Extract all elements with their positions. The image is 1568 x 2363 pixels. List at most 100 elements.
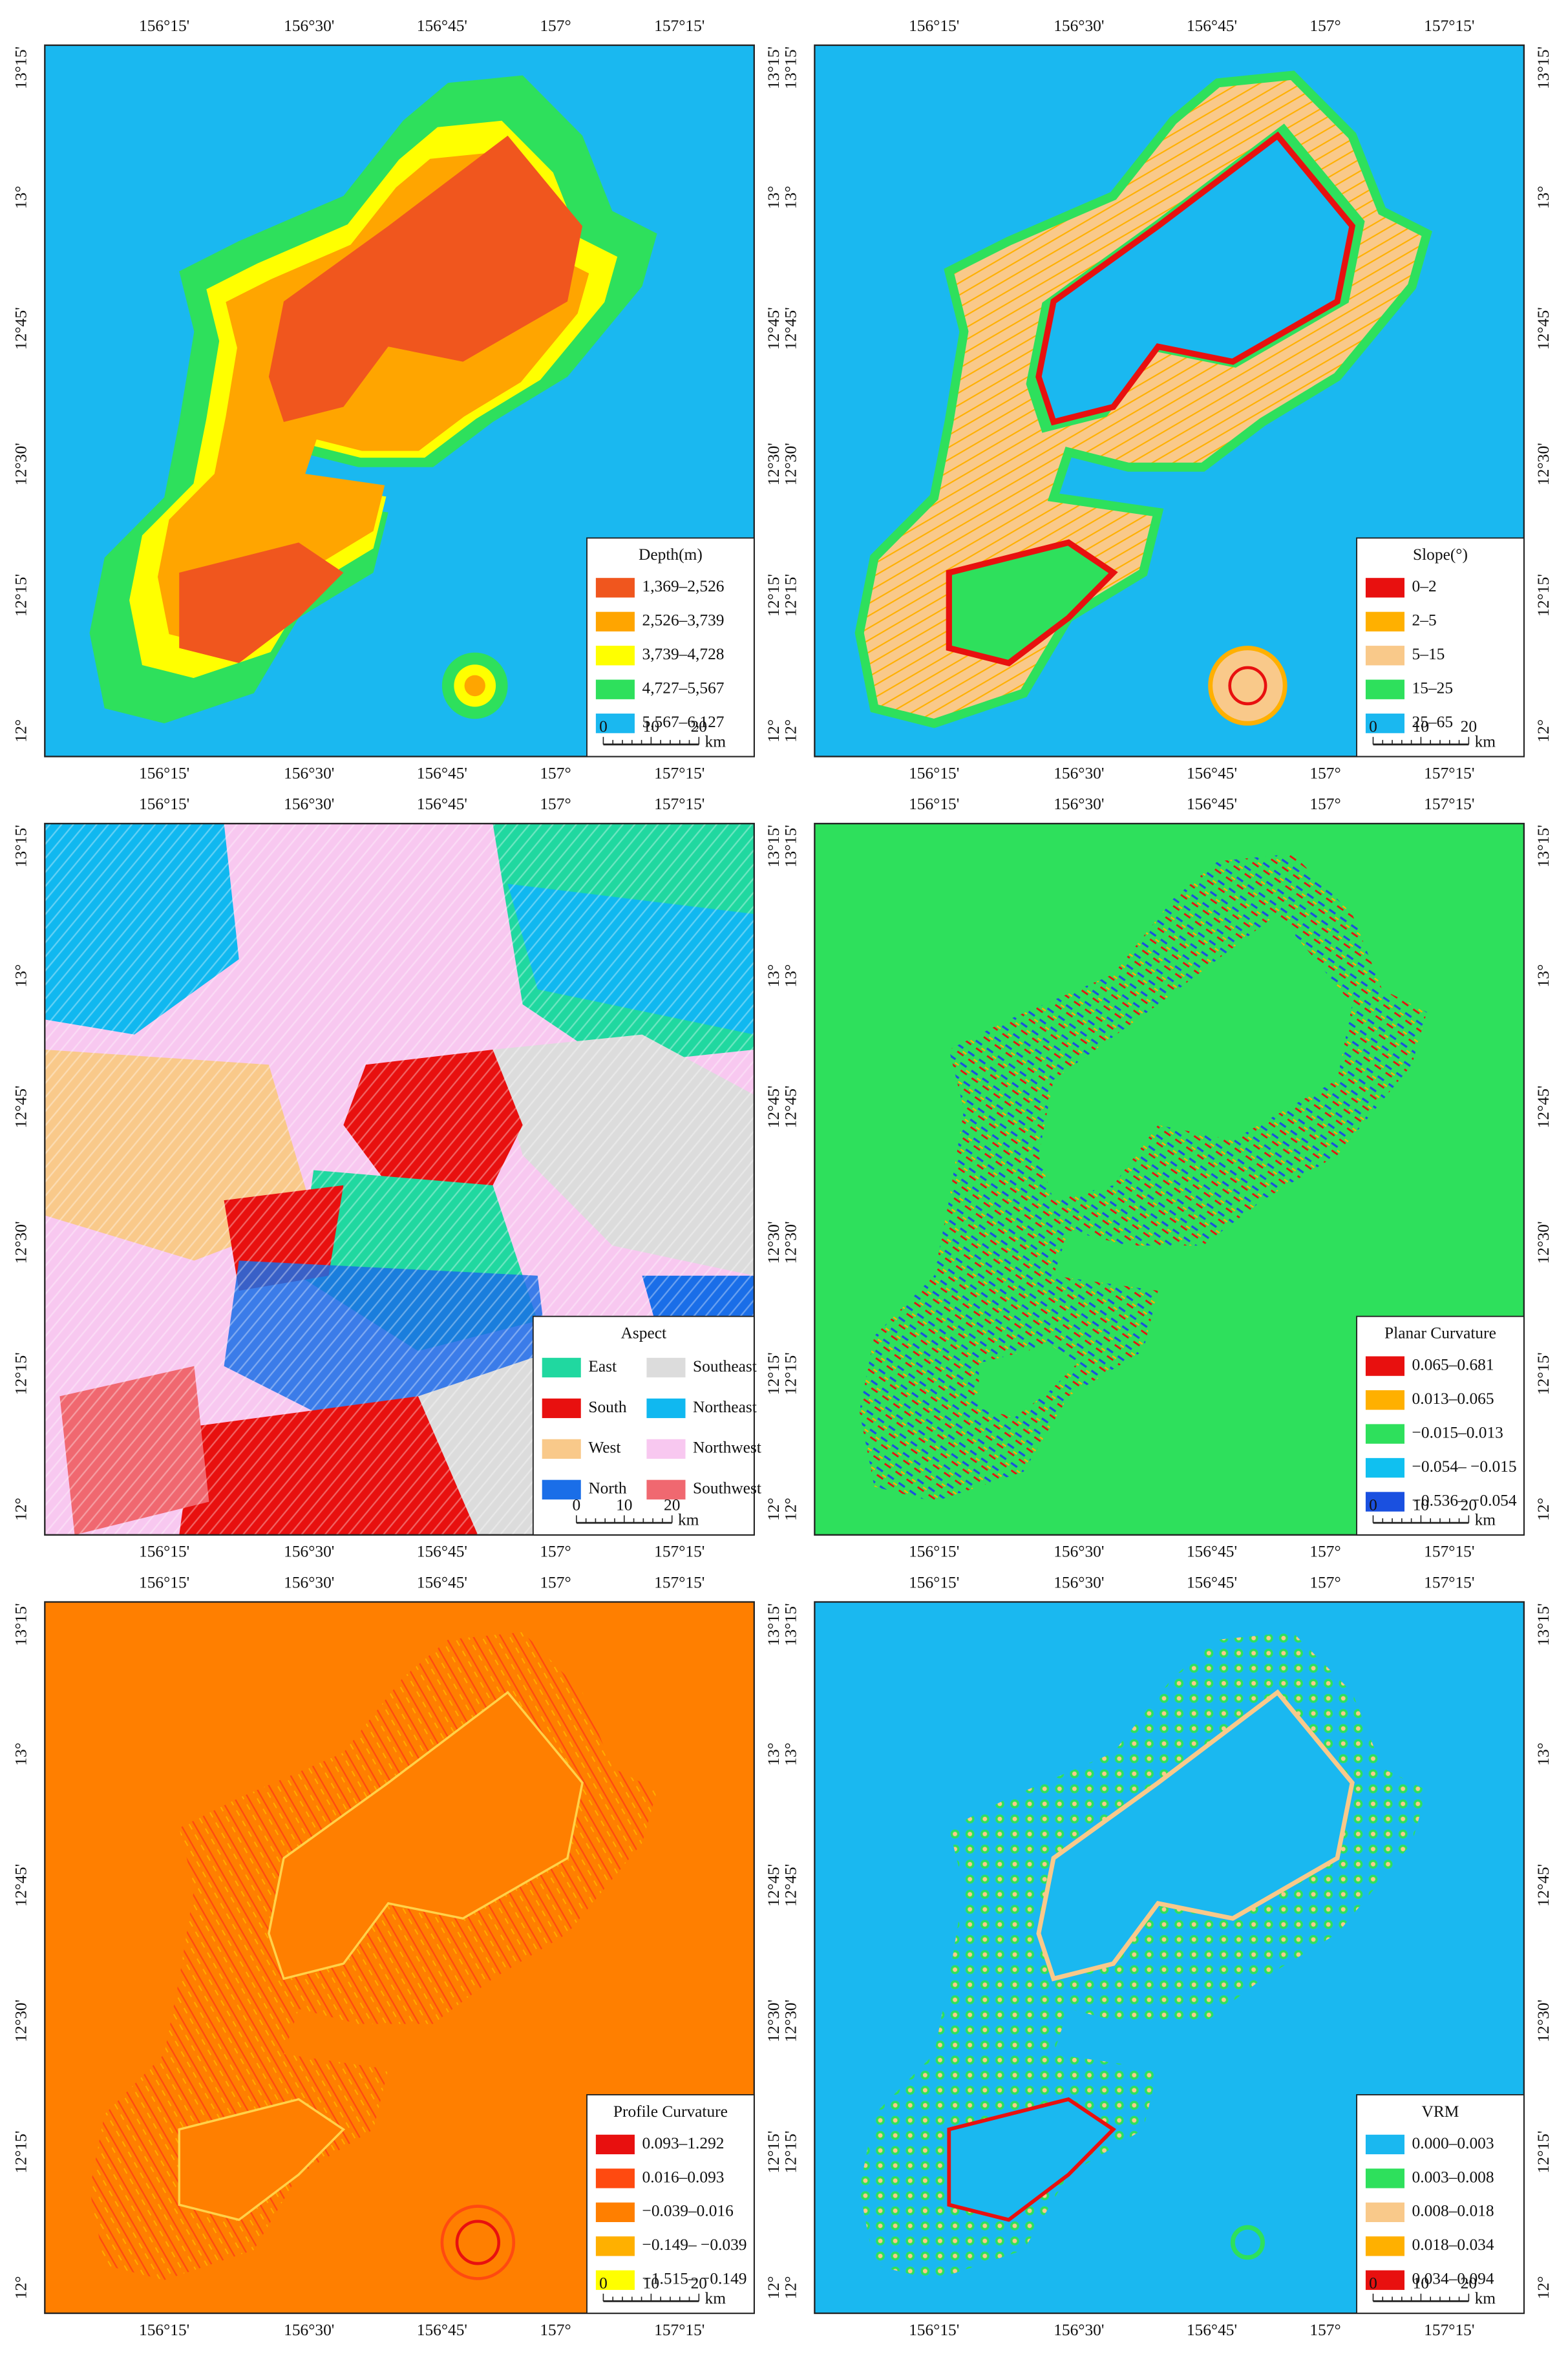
scale-label: 20 bbox=[691, 2274, 707, 2293]
scale-label: 20 bbox=[1461, 1495, 1477, 1514]
scale-label: 0 bbox=[1369, 717, 1377, 736]
latitude-label: 13° bbox=[12, 1743, 30, 1766]
legend-swatch bbox=[1365, 2134, 1405, 2155]
latitude-label: 12°15' bbox=[764, 1352, 783, 1395]
legend-swatch bbox=[1365, 679, 1405, 699]
legend-label: Southeast bbox=[693, 1357, 757, 1375]
latitude-label: 13°15' bbox=[781, 825, 800, 867]
longitude-label: 157°15' bbox=[654, 2320, 705, 2339]
latitude-label: 12° bbox=[764, 2276, 783, 2299]
legend-swatch bbox=[646, 1357, 686, 1378]
latitude-label: 12°15' bbox=[781, 1352, 800, 1395]
legend-swatch bbox=[1365, 578, 1405, 598]
latitude-label: 12°45' bbox=[12, 1864, 30, 1907]
latitude-label: 13°15' bbox=[1534, 825, 1552, 867]
latitude-label: 12° bbox=[12, 1498, 30, 1521]
longitude-label: 157°15' bbox=[1424, 794, 1474, 813]
legend-label: −0.039–0.016 bbox=[642, 2201, 734, 2220]
latitude-label: 12°15' bbox=[1534, 574, 1552, 617]
latitude-label: 12°45' bbox=[781, 1864, 800, 1907]
legend-title: Depth(m) bbox=[639, 545, 703, 564]
legend-swatch bbox=[542, 1479, 581, 1499]
scale-unit: km bbox=[1475, 732, 1496, 750]
longitude-label: 157° bbox=[540, 763, 571, 782]
scale-label: 0 bbox=[1369, 2274, 1377, 2293]
longitude-label: 156°30' bbox=[284, 794, 334, 813]
latitude-label: 13° bbox=[12, 964, 30, 988]
longitude-label: 156°45' bbox=[1187, 2320, 1237, 2339]
latitude-label: 13° bbox=[781, 185, 800, 209]
longitude-label: 156°45' bbox=[417, 763, 467, 782]
longitude-label: 156°45' bbox=[1187, 1573, 1237, 1591]
latitude-label: 12°45' bbox=[1534, 307, 1552, 350]
latitude-label: 13° bbox=[1534, 185, 1552, 209]
legend-box bbox=[532, 1315, 755, 1536]
legend-label: 4,727–5,567 bbox=[642, 679, 725, 697]
longitude-label: 156°30' bbox=[284, 1542, 334, 1561]
scale-label: 10 bbox=[1413, 2274, 1429, 2293]
latitude-label: 13° bbox=[764, 964, 783, 988]
longitude-label: 156°15' bbox=[139, 2320, 189, 2339]
scale-label: 10 bbox=[1413, 717, 1429, 736]
scale-label: 0 bbox=[599, 717, 608, 736]
latitude-label: 12°30' bbox=[12, 1221, 30, 1264]
legend-label: 1,369–2,526 bbox=[642, 577, 725, 595]
scale-label: 20 bbox=[691, 717, 707, 736]
longitude-label: 156°15' bbox=[909, 2320, 959, 2339]
longitude-label: 156°30' bbox=[284, 16, 334, 35]
scale-unit: km bbox=[678, 1510, 699, 1529]
legend-swatch bbox=[1365, 611, 1405, 631]
longitude-label: 156°30' bbox=[284, 2320, 334, 2339]
longitude-label: 156°45' bbox=[417, 2320, 467, 2339]
legend-swatch bbox=[595, 679, 635, 699]
map-frame bbox=[814, 44, 1525, 758]
longitude-label: 156°15' bbox=[139, 16, 189, 35]
latitude-label: 12°45' bbox=[781, 307, 800, 350]
seamount bbox=[440, 2205, 516, 2280]
legend-label: 2–5 bbox=[1412, 611, 1437, 630]
longitude-label: 156°45' bbox=[1187, 794, 1237, 813]
latitude-label: 12°15' bbox=[12, 1352, 30, 1395]
depth-map bbox=[45, 45, 754, 757]
latitude-label: 13° bbox=[781, 964, 800, 988]
legend-label: 0.065–0.681 bbox=[1412, 1355, 1494, 1373]
scale-label: 0 bbox=[1369, 1495, 1377, 1514]
longitude-label: 156°45' bbox=[417, 1542, 467, 1561]
legend-label: 0.013–0.065 bbox=[1412, 1389, 1494, 1408]
longitude-label: 157° bbox=[540, 16, 571, 35]
legend-swatch bbox=[595, 2202, 635, 2222]
latitude-label: 12° bbox=[12, 2276, 30, 2299]
legend-swatch bbox=[1365, 646, 1405, 666]
legend-title: Aspect bbox=[621, 1323, 667, 1342]
longitude-label: 157° bbox=[1309, 763, 1340, 782]
longitude-label: 156°45' bbox=[1187, 16, 1237, 35]
longitude-label: 156°45' bbox=[417, 794, 467, 813]
legend-swatch bbox=[1365, 714, 1405, 734]
scale-unit: km bbox=[1475, 1510, 1496, 1529]
legend-label: 0.000–0.003 bbox=[1412, 2134, 1494, 2152]
latitude-label: 12°30' bbox=[764, 2000, 783, 2042]
longitude-label: 157° bbox=[540, 794, 571, 813]
latitude-label: 13°15' bbox=[12, 1603, 30, 1646]
latitude-label: 12°45' bbox=[1534, 1086, 1552, 1129]
longitude-label: 157°15' bbox=[1424, 1573, 1474, 1591]
latitude-label: 13° bbox=[781, 1743, 800, 1766]
latitude-label: 12° bbox=[764, 1498, 783, 1521]
latitude-label: 12°45' bbox=[12, 1086, 30, 1129]
scale-label: 20 bbox=[1461, 2274, 1477, 2293]
latitude-label: 12°15' bbox=[764, 574, 783, 617]
map-frame bbox=[814, 823, 1525, 1536]
latitude-label: 12°15' bbox=[1534, 1352, 1552, 1395]
legend-label: −1.515– −0.149 bbox=[642, 2269, 747, 2288]
legend-swatch bbox=[595, 2270, 635, 2290]
legend-title: Profile Curvature bbox=[613, 2102, 728, 2121]
latitude-label: 13°15' bbox=[764, 1603, 783, 1646]
longitude-label: 156°30' bbox=[1054, 763, 1104, 782]
longitude-label: 157° bbox=[1309, 794, 1340, 813]
latitude-label: 12° bbox=[781, 719, 800, 743]
legend-swatch bbox=[542, 1398, 581, 1419]
latitude-label: 13°15' bbox=[12, 47, 30, 89]
latitude-label: 12°30' bbox=[12, 443, 30, 485]
latitude-label: 12° bbox=[764, 719, 783, 743]
latitude-label: 13° bbox=[12, 185, 30, 209]
